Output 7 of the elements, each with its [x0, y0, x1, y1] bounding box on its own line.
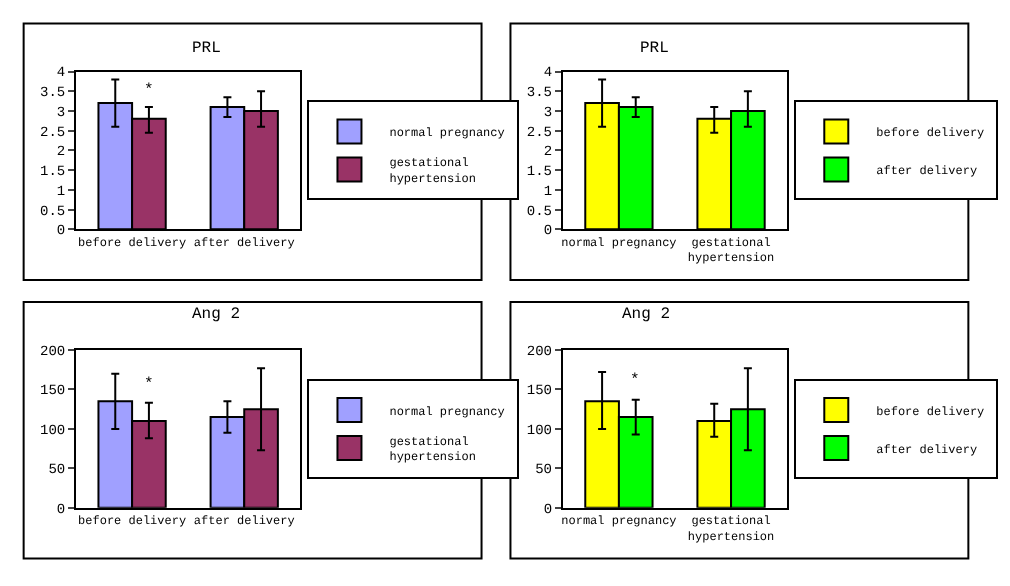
chart-title: Ang 2	[192, 306, 241, 324]
annotation: *	[144, 376, 154, 394]
annotation: *	[144, 82, 154, 100]
annotation: *	[630, 372, 640, 390]
chart-title: PRL	[192, 40, 222, 58]
chart-title: Ang 2	[622, 306, 671, 324]
chart-title: PRL	[640, 40, 670, 58]
